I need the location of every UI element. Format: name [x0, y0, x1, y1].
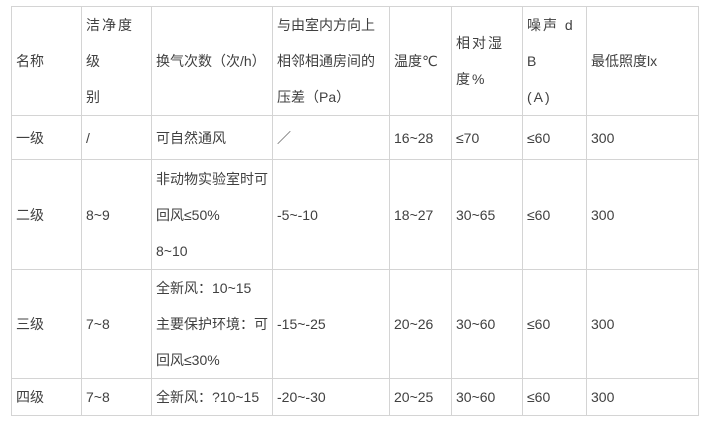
cell-pressure: ／ — [272, 115, 390, 160]
cell-air-changes: 全新风：10~15 主要保护环境：可 回风≤30% — [151, 269, 273, 379]
cell-humidity: ≤70 — [451, 115, 523, 160]
cell-humidity: 30~65 — [451, 159, 523, 270]
table-row-level-3: 三级 7~8 全新风：10~15 主要保护环境：可 回风≤30% -15~-25… — [11, 269, 699, 379]
cell-temperature: 16~28 — [389, 115, 452, 160]
cell-pressure: -20~-30 — [272, 378, 390, 416]
header-cell-min-illuminance: 最低照度lx — [586, 6, 699, 116]
cell-noise: ≤60 — [522, 159, 587, 270]
header-cell-cleanliness-level: 洁净度级 别 — [81, 6, 152, 116]
header-cell-temperature: 温度℃ — [389, 6, 452, 116]
cell-level-name: 二级 — [11, 159, 82, 270]
header-row: 名称 洁净度级 别 换气次数（次/h） 与由室内方向上 相邻相通房间的 压差（P… — [11, 6, 699, 116]
cell-air-changes: 非动物实验室时可 回风≤50% 8~10 — [151, 159, 273, 270]
table-row-level-1: 一级 / 可自然通风 ／ 16~28 ≤70 ≤60 300 — [11, 115, 699, 160]
cell-level-name: 三级 — [11, 269, 82, 379]
cell-temperature: 20~25 — [389, 378, 452, 416]
header-cell-noise: 噪声 dB (A) — [522, 6, 587, 116]
table-row-level-4: 四级 7~8 全新风：?10~15 -20~-30 20~25 30~60 ≤6… — [11, 378, 699, 416]
cell-pressure: -15~-25 — [272, 269, 390, 379]
cell-cleanliness: 8~9 — [81, 159, 152, 270]
cell-noise: ≤60 — [522, 115, 587, 160]
cell-pressure: -5~-10 — [272, 159, 390, 270]
cell-noise: ≤60 — [522, 378, 587, 416]
header-cell-relative-humidity: 相对湿 度% — [451, 6, 523, 116]
cell-humidity: 30~60 — [451, 269, 523, 379]
cell-humidity: 30~60 — [451, 378, 523, 416]
cell-air-changes: 全新风：?10~15 — [151, 378, 273, 416]
cell-illuminance: 300 — [586, 115, 699, 160]
cleanliness-spec-table: 名称 洁净度级 别 换气次数（次/h） 与由室内方向上 相邻相通房间的 压差（P… — [11, 6, 699, 416]
cell-air-changes: 可自然通风 — [151, 115, 273, 160]
cell-temperature: 20~26 — [389, 269, 452, 379]
cell-level-name: 四级 — [11, 378, 82, 416]
cell-cleanliness: 7~8 — [81, 269, 152, 379]
header-cell-air-changes: 换气次数（次/h） — [151, 6, 273, 116]
cell-illuminance: 300 — [586, 378, 699, 416]
header-cell-name: 名称 — [11, 6, 82, 116]
table-row-level-2: 二级 8~9 非动物实验室时可 回风≤50% 8~10 -5~-10 18~27… — [11, 159, 699, 270]
cell-temperature: 18~27 — [389, 159, 452, 270]
cell-cleanliness: / — [81, 115, 152, 160]
cell-illuminance: 300 — [586, 159, 699, 270]
cell-illuminance: 300 — [586, 269, 699, 379]
header-cell-pressure-difference: 与由室内方向上 相邻相通房间的 压差（Pa） — [272, 6, 390, 116]
cell-level-name: 一级 — [11, 115, 82, 160]
cell-cleanliness: 7~8 — [81, 378, 152, 416]
cell-noise: ≤60 — [522, 269, 587, 379]
